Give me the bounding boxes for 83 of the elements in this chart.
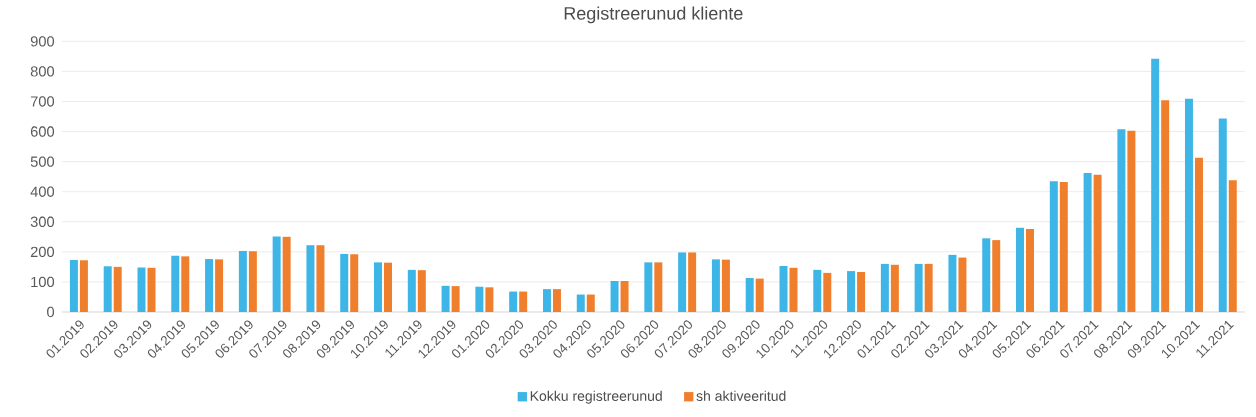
bar: [813, 269, 822, 312]
bar: [1083, 173, 1092, 312]
bar: [542, 289, 551, 312]
y-tick-label: 300: [30, 216, 55, 227]
bar: [417, 270, 426, 312]
y-tick-label: 400: [30, 186, 55, 197]
bar: [69, 259, 78, 312]
bar: [1117, 129, 1126, 312]
bar: [306, 245, 315, 312]
bar: [509, 291, 518, 312]
y-tick-label: 700: [30, 96, 55, 107]
bar: [137, 267, 146, 312]
y-tick-label: 100: [31, 276, 55, 288]
bar: [721, 259, 730, 312]
bar: [374, 262, 383, 312]
bar: [880, 263, 889, 312]
bar: [654, 262, 663, 312]
y-tick-label: 200: [30, 246, 55, 258]
y-tick-label: 800: [30, 66, 55, 77]
bar: [948, 254, 957, 312]
bar: [248, 251, 257, 312]
bar: [586, 294, 595, 312]
bar: [711, 259, 720, 312]
bar: [1218, 118, 1227, 312]
bar: [215, 259, 224, 312]
chart-title: Registreerunud kliente: [564, 6, 743, 24]
bar: [755, 278, 764, 312]
bar: [1127, 130, 1136, 312]
bar: [914, 263, 923, 312]
y-tick-label: 500: [30, 156, 55, 167]
y-tick-label: 0: [47, 306, 55, 318]
bar: [620, 281, 629, 312]
bar: [340, 253, 349, 312]
y-tick-label: 600: [30, 126, 55, 137]
bar: [789, 267, 798, 312]
bar: [1016, 227, 1025, 312]
bar: [79, 260, 88, 312]
bar: [688, 252, 697, 312]
bar: [1026, 228, 1035, 312]
bar: [205, 259, 214, 312]
bar: [552, 289, 561, 312]
bar: [181, 256, 190, 312]
bar: [475, 286, 484, 312]
bar: [1093, 174, 1102, 312]
bar: [147, 267, 156, 312]
y-tick-label: 900: [30, 36, 55, 47]
bar: [610, 281, 619, 312]
bar: [1059, 182, 1068, 312]
bar: [847, 271, 856, 312]
bar: [441, 285, 450, 312]
bar: [1194, 157, 1203, 312]
bar: [316, 245, 325, 312]
bar: [407, 269, 416, 312]
bar: [384, 262, 393, 312]
bar: [823, 272, 832, 312]
bar: [678, 252, 687, 312]
bar: [272, 236, 281, 312]
bar: [644, 262, 653, 312]
bar: [857, 271, 866, 312]
bar: [103, 266, 112, 312]
bar: [992, 240, 1001, 312]
bar: [779, 265, 788, 312]
bar: [890, 264, 899, 312]
bar: [958, 257, 967, 312]
bar: [485, 287, 494, 312]
bar: [1184, 98, 1193, 312]
bar: [350, 254, 359, 312]
bar: [519, 291, 528, 312]
legend-label: sh aktiveeritud: [696, 390, 786, 401]
bar: [1049, 181, 1058, 312]
bar: [451, 286, 460, 312]
bar: [1161, 100, 1170, 312]
bar: [1151, 58, 1160, 312]
bar: [238, 250, 247, 312]
bar: [924, 263, 933, 312]
bar: [982, 238, 991, 312]
bar: [113, 266, 122, 312]
bar: [282, 236, 291, 312]
bar: [576, 294, 585, 312]
legend-label: Kokku registreerunud: [530, 390, 662, 404]
bar: [171, 255, 180, 312]
bar: [1228, 180, 1237, 312]
bar: [745, 278, 754, 312]
